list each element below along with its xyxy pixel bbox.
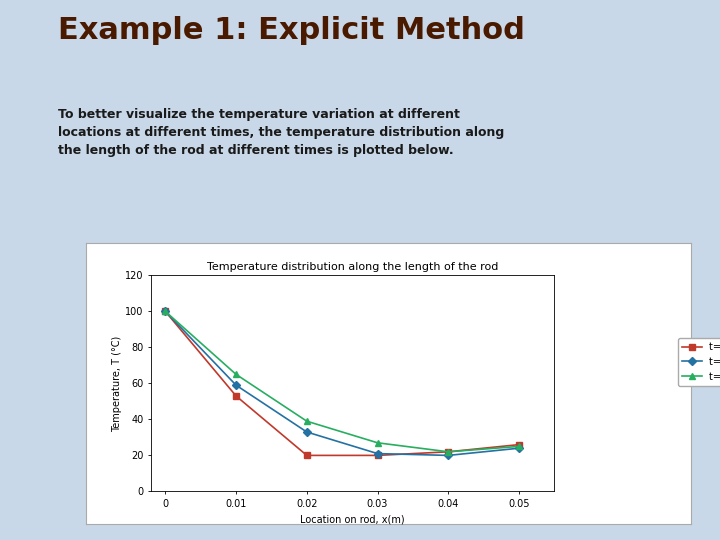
X-axis label: Location on rod, x(m): Location on rod, x(m) [300,515,405,524]
t= 9 secs [515,443,523,450]
t= 6 secs [232,382,240,388]
Line: t= 6 secs: t= 6 secs [163,309,522,458]
t=3 secs [232,393,240,399]
Legend: t=3 secs, t= 6 secs, t= 9 secs: t=3 secs, t= 6 secs, t= 9 secs [678,338,720,386]
t= 9 secs [373,440,382,446]
t= 6 secs [161,308,170,315]
t= 9 secs [444,449,453,455]
t= 6 secs [515,445,523,451]
t= 9 secs [232,371,240,377]
t=3 secs [444,449,453,455]
t= 6 secs [373,450,382,457]
t= 6 secs [302,429,311,435]
Line: t=3 secs: t=3 secs [163,309,522,458]
Line: t= 9 secs: t= 9 secs [162,308,523,455]
t=3 secs [161,308,170,315]
Text: Example 1: Explicit Method: Example 1: Explicit Method [58,16,524,45]
t=3 secs [515,441,523,448]
Y-axis label: Temperature, T (°C): Temperature, T (°C) [112,335,122,431]
t=3 secs [373,452,382,458]
t= 6 secs [444,452,453,458]
Title: Temperature distribution along the length of the rod: Temperature distribution along the lengt… [207,262,498,272]
t= 9 secs [161,308,170,315]
t=3 secs [302,452,311,458]
t= 9 secs [302,418,311,424]
Text: To better visualize the temperature variation at different
locations at differen: To better visualize the temperature vari… [58,108,504,157]
